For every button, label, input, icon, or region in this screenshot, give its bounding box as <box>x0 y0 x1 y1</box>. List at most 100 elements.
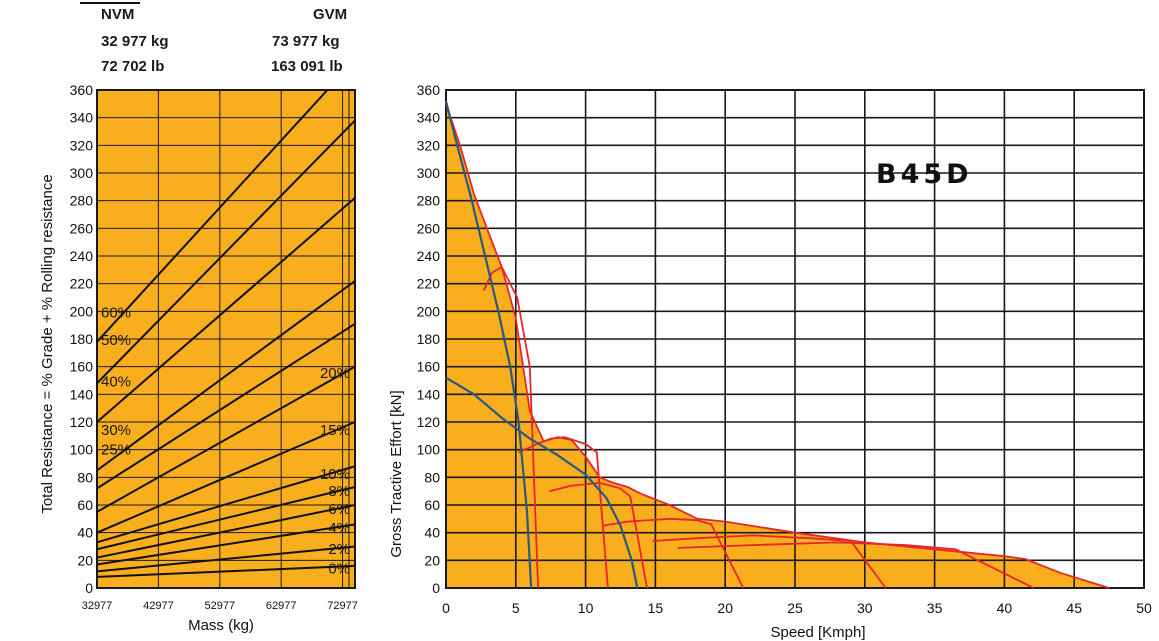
rimpull-y-tick-label: 340 <box>417 110 441 126</box>
rimpull-x-tick-label: 35 <box>927 600 943 616</box>
grade-line <box>96 89 329 343</box>
rimpull-y-tick-label: 360 <box>417 82 441 98</box>
gvm-header: GVM <box>313 6 348 23</box>
grade-label: 50% <box>101 332 131 349</box>
grade-line <box>96 504 356 559</box>
grade-line <box>96 545 356 573</box>
gear-curve <box>549 481 648 589</box>
resistance-y-tick-label: 360 <box>70 82 94 98</box>
resistance-x-tick-label: 32977 <box>82 600 113 612</box>
resistance-y-tick-label: 40 <box>77 525 93 541</box>
grade-line <box>96 280 356 472</box>
rimpull-y-tick-label: 120 <box>417 414 441 430</box>
rimpull-y-tick-label: 20 <box>424 552 440 568</box>
rimpull-x-tick-label: 25 <box>787 600 803 616</box>
rimpull-y-tick-label: 300 <box>417 165 441 181</box>
grade-label: 2% <box>328 541 350 558</box>
grade-label: 15% <box>320 422 350 439</box>
resistance-y-axis-title: Total Resistance = % Grade + % Rolling r… <box>39 174 56 513</box>
retarder-curve <box>444 100 533 589</box>
grade-label: 10% <box>320 466 350 483</box>
rimpull-x-tick-label: 30 <box>857 600 873 616</box>
grade-line <box>96 322 356 490</box>
nvm-header: NVM <box>101 6 135 23</box>
grade-line <box>96 421 356 534</box>
grade-line <box>96 197 356 423</box>
resistance-y-tick-label: 140 <box>70 386 94 402</box>
grade-line <box>96 486 356 551</box>
rimpull-y-tick-label: 240 <box>417 248 441 264</box>
grade-label: 20% <box>320 365 350 382</box>
rimpull-y-tick-label: 140 <box>417 386 441 402</box>
resistance-y-tick-label: 220 <box>70 276 94 292</box>
grade-label: 40% <box>101 374 131 391</box>
resistance-x-tick-label: 62977 <box>266 600 297 612</box>
grade-label: 60% <box>101 304 131 321</box>
resistance-y-tick-label: 260 <box>70 220 94 236</box>
resistance-x-tick-label: 52977 <box>204 600 235 612</box>
grade-line <box>96 119 356 384</box>
grade-label: 0% <box>328 560 350 577</box>
gvm-kg-value: 73 977 kg <box>272 33 340 50</box>
resistance-y-tick-label: 160 <box>70 359 94 375</box>
resistance-y-tick-label: 200 <box>70 303 94 319</box>
rimpull-y-tick-label: 60 <box>424 497 440 513</box>
grade-line <box>96 365 356 513</box>
gear-curve <box>518 436 609 589</box>
rimpull-x-tick-label: 45 <box>1066 600 1082 616</box>
resistance-y-tick-label: 20 <box>77 552 93 568</box>
rimpull-x-axis-title: Speed [Kmph] <box>770 624 865 641</box>
rimpull-y-tick-label: 280 <box>417 193 441 209</box>
grade-line <box>96 564 356 578</box>
rimpull-y-tick-label: 40 <box>424 525 440 541</box>
rimpull-x-tick-label: 10 <box>578 600 594 616</box>
resistance-y-tick-label: 80 <box>77 469 93 485</box>
retarder-curve <box>445 376 639 589</box>
model-title: B45D <box>876 159 973 190</box>
resistance-y-tick-label: 300 <box>70 165 94 181</box>
rimpull-x-tick-label: 5 <box>512 600 520 616</box>
rimpull-y-tick-label: 100 <box>417 442 441 458</box>
rimpull-y-tick-label: 0 <box>432 580 440 596</box>
gear-curve <box>677 541 1035 589</box>
resistance-y-tick-label: 340 <box>70 110 94 126</box>
grade-label: 8% <box>328 483 350 500</box>
rimpull-x-tick-label: 15 <box>648 600 664 616</box>
rimpull-x-tick-label: 0 <box>442 600 450 616</box>
grade-label: 30% <box>101 422 131 439</box>
rimpull-y-tick-label: 180 <box>417 331 441 347</box>
rimpull-y-tick-label: 260 <box>417 220 441 236</box>
grade-label: 25% <box>101 441 131 458</box>
rimpull-y-tick-label: 320 <box>417 137 441 153</box>
rimpull-y-tick-label: 80 <box>424 469 440 485</box>
grade-line <box>96 465 356 544</box>
resistance-y-tick-label: 240 <box>70 248 94 264</box>
resistance-x-tick-label: 72977 <box>327 600 358 612</box>
gear-curve <box>602 517 745 589</box>
grade-label: 4% <box>328 520 350 537</box>
resistance-y-tick-label: 100 <box>70 442 94 458</box>
resistance-y-tick-label: 120 <box>70 414 94 430</box>
rimpull-y-tick-label: 160 <box>417 359 441 375</box>
rimpull-plot-frame <box>445 89 1145 589</box>
gear-curve <box>652 534 887 589</box>
rimpull-x-tick-label: 50 <box>1136 600 1152 616</box>
resistance-x-tick-label: 42977 <box>143 600 174 612</box>
grade-label: 6% <box>328 501 350 518</box>
resistance-y-tick-label: 280 <box>70 193 94 209</box>
resistance-y-tick-label: 60 <box>77 497 93 513</box>
grade-line <box>96 523 356 566</box>
rimpull-envelope-fill <box>446 103 1110 589</box>
nvm-lb-value: 72 702 lb <box>101 58 165 75</box>
rimpull-y-tick-label: 200 <box>417 303 441 319</box>
header-rule <box>80 2 140 4</box>
resistance-y-tick-label: 320 <box>70 137 94 153</box>
rimpull-y-axis-title: Gross Tractive Effort [kN] <box>388 390 405 557</box>
resistance-y-tick-label: 180 <box>70 331 94 347</box>
resistance-y-tick-label: 0 <box>85 580 93 596</box>
rimpull-x-tick-label: 40 <box>997 600 1013 616</box>
gvm-lb-value: 163 091 lb <box>271 58 343 75</box>
resistance-plot-frame <box>96 89 356 589</box>
rimpull-y-tick-label: 220 <box>417 276 441 292</box>
